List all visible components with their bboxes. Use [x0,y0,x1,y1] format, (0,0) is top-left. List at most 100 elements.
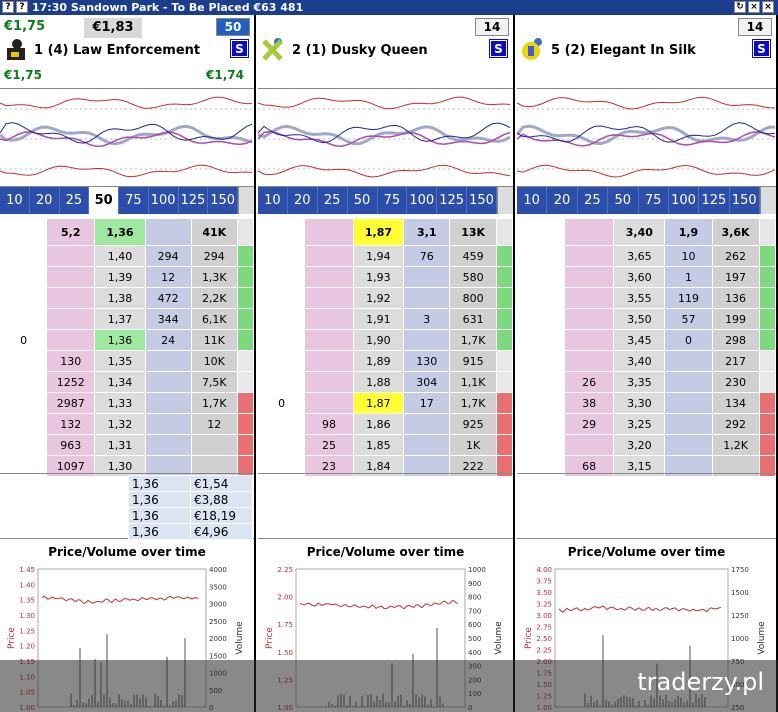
ladder-scrollbar[interactable] [237,414,253,435]
ladder-cell-back[interactable] [565,309,614,330]
stake-settings-icon[interactable] [238,187,254,214]
ladder-cell-back[interactable] [305,372,353,393]
ladder-cell-lay[interactable] [404,267,450,288]
ladder-cell-back[interactable] [565,351,614,372]
status-badge[interactable]: S [490,40,507,57]
ladder-scrollbar[interactable] [237,246,253,267]
ladder-cell-back[interactable] [565,288,614,309]
ladder-cell-lay[interactable] [665,372,712,393]
stake-button[interactable]: 20 [30,187,60,214]
ladder-scrollbar[interactable] [759,393,775,414]
ladder-scrollbar[interactable] [237,351,253,372]
ladder-cell-back[interactable] [305,246,353,267]
stake-button[interactable]: 10 [517,187,547,214]
ladder-cell-lay[interactable]: 3 [404,309,450,330]
stake-settings-icon[interactable] [760,187,776,214]
ladder-scrollbar[interactable] [759,309,775,330]
ladder-cell-lay[interactable] [404,330,450,351]
ladder-cell-back[interactable] [47,246,95,267]
ladder-cell-lay[interactable] [665,351,712,372]
ladder-scrollbar[interactable] [237,288,253,309]
ladder-scrollbar[interactable] [759,414,775,435]
ladder-cell-back[interactable] [47,267,95,288]
help-icon[interactable]: ? [16,1,28,13]
ladder-cell-lay[interactable]: 1 [665,267,712,288]
ladder-cell-back[interactable] [305,267,353,288]
ladder-cell-back[interactable]: 2987 [47,393,95,414]
ladder-cell-back[interactable] [565,435,614,456]
ladder-scrollbar[interactable] [237,372,253,393]
ladder-cell-lay[interactable]: 57 [665,309,712,330]
stake-button[interactable]: 100 [149,187,179,214]
ladder-scrollbar[interactable] [759,372,775,393]
stake-button[interactable]: 50 [608,187,638,214]
stake-button[interactable]: 100 [407,187,437,214]
ladder-cell-lay[interactable] [665,435,712,456]
ladder-cell-back[interactable]: 38 [565,393,614,414]
ladder-scrollbar[interactable] [237,435,253,456]
ladder-cell-back[interactable] [47,288,95,309]
ladder-cell-lay[interactable] [145,393,191,414]
stake-button[interactable]: 75 [378,187,408,214]
close-icon[interactable]: × [762,1,774,13]
stake-button[interactable]: 20 [288,187,318,214]
ladder-cell-lay[interactable]: 304 [404,372,450,393]
menu-icon[interactable]: ? [2,1,14,13]
ladder-scrollbar[interactable] [496,288,512,309]
ladder-scrollbar[interactable] [237,330,253,351]
ladder-cell-back[interactable] [47,309,95,330]
ladder-scrollbar[interactable] [496,267,512,288]
stake-settings-icon[interactable] [497,187,513,214]
ladder-scrollbar[interactable] [496,330,512,351]
ladder-scrollbar[interactable] [496,372,512,393]
ladder-cell-back[interactable]: 1252 [47,372,95,393]
stake-button[interactable]: 100 [669,187,699,214]
ladder-cell-back[interactable] [565,246,614,267]
ladder-cell-back[interactable] [305,288,353,309]
ladder-scrollbar[interactable] [496,435,512,456]
ladder-scrollbar[interactable] [496,393,512,414]
ladder-cell-lay[interactable] [404,435,450,456]
stake-button[interactable]: 75 [639,187,669,214]
stake-button[interactable]: 125 [437,187,467,214]
ladder-scrollbar[interactable] [496,351,512,372]
ladder-cell-lay[interactable]: 17 [404,393,450,414]
scroll-up-icon[interactable] [237,219,253,246]
ladder-cell-lay[interactable]: 76 [404,246,450,267]
ladder-cell-lay[interactable]: 472 [145,288,191,309]
ladder-scrollbar[interactable] [496,414,512,435]
stake-button[interactable]: 150 [730,187,760,214]
ladder-scrollbar[interactable] [237,309,253,330]
ladder-cell-back[interactable] [565,267,614,288]
ladder-scrollbar[interactable] [759,288,775,309]
refresh-icon[interactable]: ↻ [734,1,746,13]
ladder-scrollbar[interactable] [759,351,775,372]
stake-button[interactable]: 50 [89,187,119,214]
ladder-cell-back[interactable]: 25 [305,435,353,456]
ladder-cell-back[interactable]: 29 [565,414,614,435]
stake-multiplier-box[interactable]: 14 [738,18,772,36]
ladder-scrollbar[interactable] [237,393,253,414]
ladder-scrollbar[interactable] [496,309,512,330]
stake-button[interactable]: 25 [60,187,90,214]
stake-button[interactable]: 10 [258,187,288,214]
ladder-scrollbar[interactable] [759,330,775,351]
stake-button[interactable]: 75 [119,187,149,214]
close-icon[interactable]: × [748,1,760,13]
stake-button[interactable]: 150 [467,187,497,214]
ladder-cell-back[interactable] [565,330,614,351]
ladder-cell-back[interactable] [47,330,95,351]
stake-button[interactable]: 125 [699,187,729,214]
scroll-up-icon[interactable] [759,219,775,246]
ladder-cell-back[interactable] [305,330,353,351]
stake-button[interactable]: 125 [179,187,209,214]
ladder-cell-back[interactable]: 26 [565,372,614,393]
ladder-cell-lay[interactable]: 344 [145,309,191,330]
stake-multiplier-box[interactable]: 14 [475,18,509,36]
ladder-cell-lay[interactable]: 0 [665,330,712,351]
ladder-cell-back[interactable] [305,309,353,330]
stake-button[interactable]: 25 [318,187,348,214]
ladder-cell-lay[interactable]: 10 [665,246,712,267]
status-badge[interactable]: S [231,40,248,57]
best-lay-price[interactable]: €1,83 [84,18,142,38]
